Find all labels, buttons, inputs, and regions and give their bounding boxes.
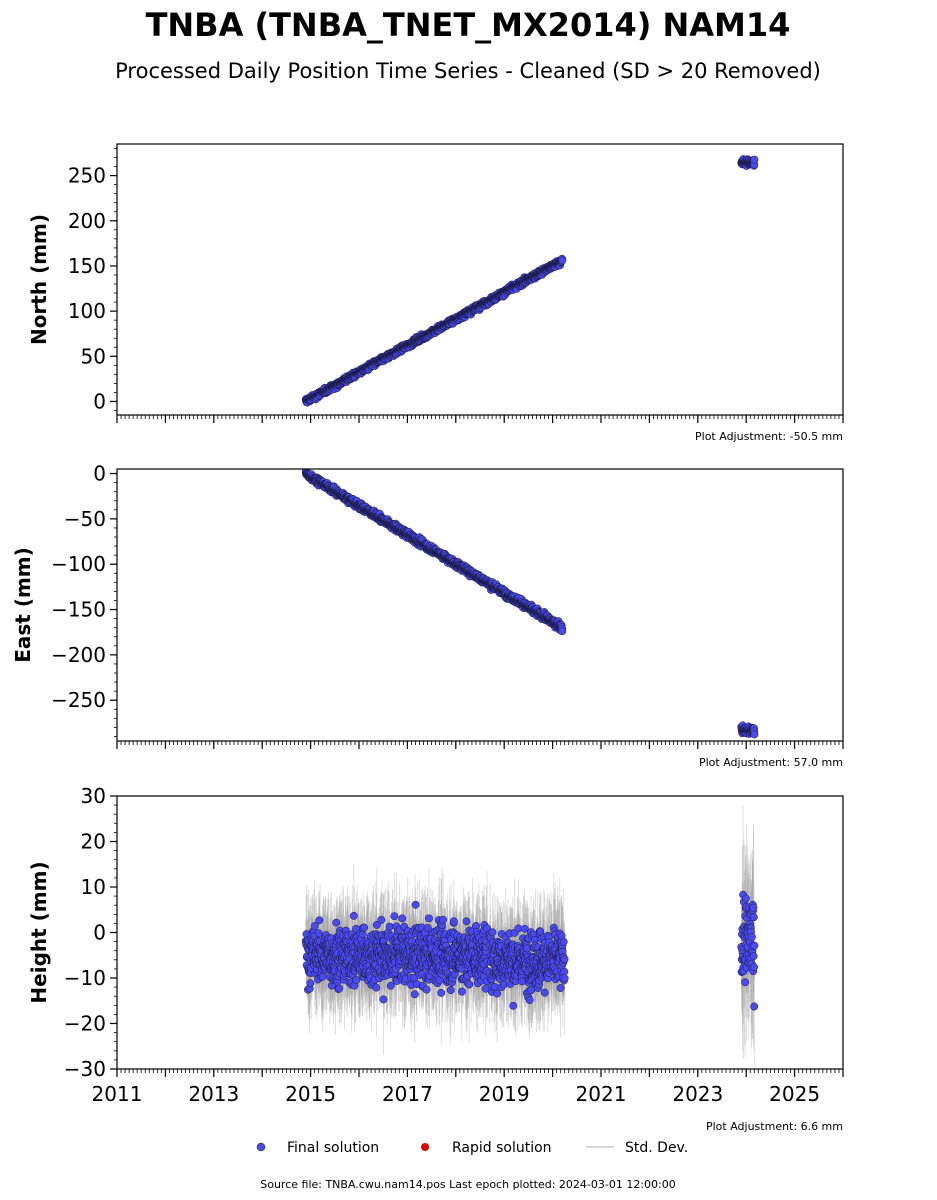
north-panel: 0 50 100 150 200 250 North (mm) Plot Adjustment… [27,143,844,443]
north-y-tick-label: 250 [68,164,106,188]
north-plot-area [301,155,759,408]
chart-title: TNBA (TNBA_TNET_MX2014) NAM14 [146,6,791,44]
north-y-axis: 0 50 100 150 200 250 [68,148,117,413]
north-y-tick-label: 50 [81,344,106,368]
east-plot-area [301,469,759,739]
north-y-tick-label: 0 [93,389,106,413]
north-plot-adjustment: Plot Adjustment: -50.5 mm [695,430,843,443]
north-data-point [558,256,567,265]
north-axes-frame [116,143,844,416]
chart-subtitle: Processed Daily Position Time Series - C… [115,59,821,83]
north-data-point [750,155,759,164]
north-y-tick-label: 100 [68,299,106,323]
north-x-axis [116,415,844,423]
north-y-tick-label: 200 [68,209,106,233]
north-y-tick-label: 150 [68,254,106,278]
north-y-axis-label: North (mm) [27,214,51,345]
